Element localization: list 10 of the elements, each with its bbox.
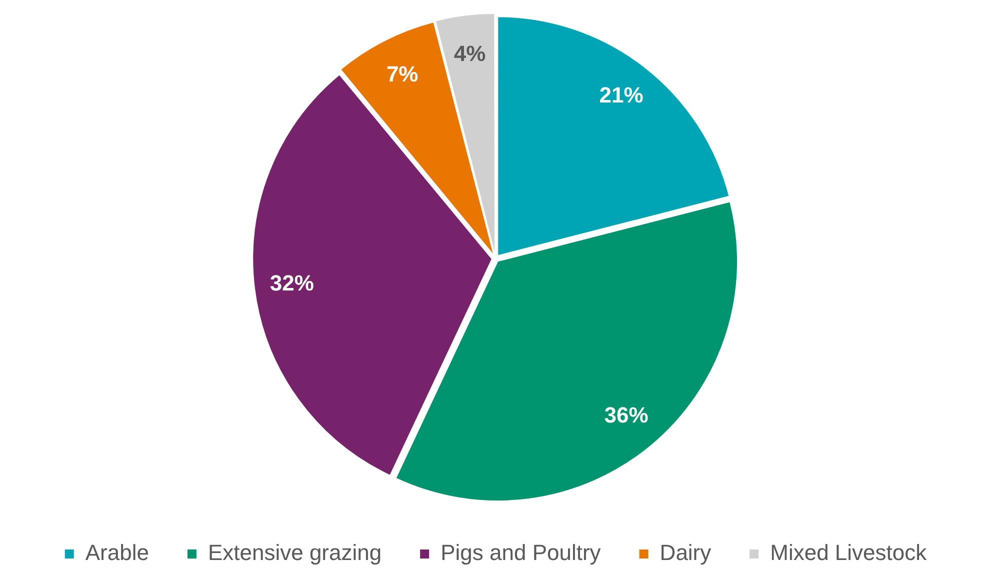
data-label: 36%	[604, 402, 648, 428]
data-label: 21%	[599, 82, 644, 108]
data-label: 32%	[270, 270, 314, 296]
data-label: 4%	[454, 40, 486, 66]
legend-label: Pigs and Poultry	[440, 540, 601, 566]
legend-label: Dairy	[660, 540, 712, 566]
legend-label: Mixed Livestock	[770, 540, 928, 566]
data-label: 7%	[386, 62, 418, 87]
legend-label: Arable	[85, 540, 149, 566]
legend-label: Extensive grazing	[208, 540, 382, 566]
